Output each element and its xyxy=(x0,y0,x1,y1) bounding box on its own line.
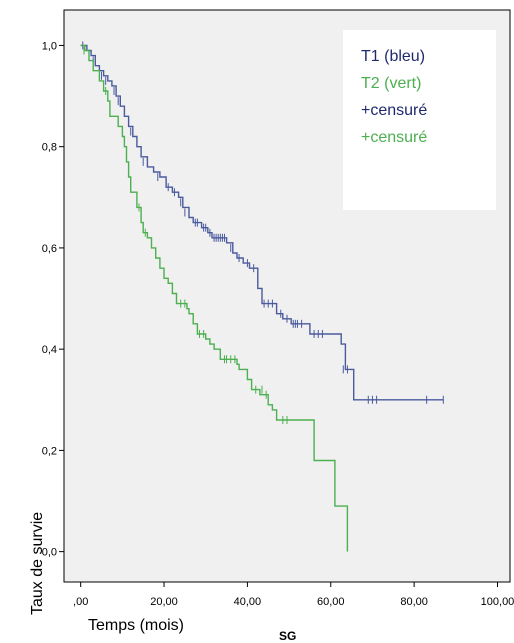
x-axis-ticks: ,00 20,00 40,00 60,00 80,00 100,00 xyxy=(73,582,514,608)
y-axis-ticks: 0,0 0,2 0,4 0,6 0,8 1,0 xyxy=(42,40,64,559)
x-tick-label: ,00 xyxy=(73,596,88,608)
x-axis-title: Temps (mois) xyxy=(88,617,184,634)
legend: T1 (bleu) T2 (vert) +censuré +censuré xyxy=(361,48,427,146)
legend-entry: +censuré xyxy=(361,102,427,119)
y-tick-label: 0,0 xyxy=(42,547,57,559)
x-tick-label: 80,00 xyxy=(400,596,428,608)
caption-label: SG xyxy=(279,629,296,643)
x-tick-label: 60,00 xyxy=(317,596,345,608)
y-tick-label: 0,4 xyxy=(42,344,57,356)
y-tick-label: 0,6 xyxy=(42,243,57,255)
legend-entry: T2 (vert) xyxy=(361,75,421,92)
survival-curves xyxy=(80,41,444,552)
legend-entry: +censuré xyxy=(361,129,427,146)
x-tick-label: 40,00 xyxy=(234,596,262,608)
y-tick-label: 0,2 xyxy=(42,445,57,457)
y-tick-label: 1,0 xyxy=(42,40,57,52)
y-axis-title: Taux de survie xyxy=(29,512,46,615)
x-tick-label: 20,00 xyxy=(150,596,178,608)
legend-box xyxy=(343,30,496,210)
survival-curve-2 xyxy=(80,44,349,552)
x-tick-label: 100,00 xyxy=(481,596,514,608)
survival-curve-1 xyxy=(80,44,444,401)
y-tick-label: 0,8 xyxy=(42,142,57,154)
legend-entry: T1 (bleu) xyxy=(361,48,425,65)
